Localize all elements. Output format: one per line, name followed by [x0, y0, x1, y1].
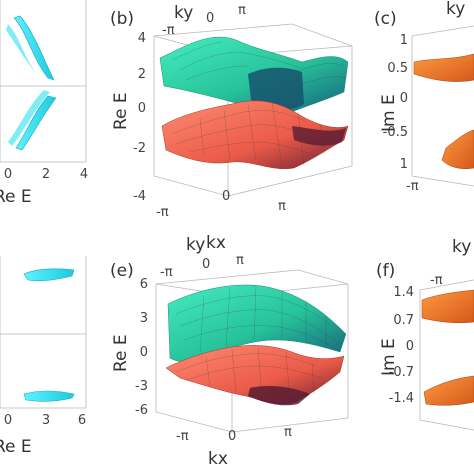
panel-c-box [411, 36, 474, 187]
panel-e-lower-band-dark [248, 386, 310, 406]
panel-d-spectrum-upper [23, 268, 75, 282]
panel-e-ztick-0: 6 [140, 277, 148, 292]
panel-f-lower-band [423, 375, 474, 406]
panel-b: (b) ky -π 0 π [110, 3, 353, 253]
panel-c: (c) ky 1 0.5 0 -0.5 1 Im E -π [374, 0, 474, 194]
panel-f-ztick-3: -0.7 [389, 365, 414, 380]
panel-a-spectrum-upper [13, 15, 55, 81]
panel-a-spectrum-upper-lobe [6, 24, 46, 84]
panel-c-box-top [411, 25, 474, 37]
panel-d-xlabel: Re E [0, 437, 32, 457]
panel-b-xtick-2: π [278, 199, 286, 214]
panel-b-box-front [153, 36, 353, 197]
panel-f-box-top [419, 279, 474, 291]
panel-d-xtick-2: 6 [78, 413, 86, 428]
panel-c-ztick-3: -0.5 [383, 125, 408, 140]
panel-b-lower-band [161, 100, 349, 170]
panel-a-xtick-2: 4 [80, 167, 88, 182]
panel-e-ylabel: ky [186, 235, 205, 255]
panel-b-ztick-0: 4 [138, 31, 146, 46]
panel-c-ztick-1: 0.5 [387, 61, 408, 76]
panel-e-ztick-1: 3 [140, 311, 148, 326]
panel-e-lower-mesh [175, 347, 323, 403]
panel-f-ztick-0: 1.4 [393, 285, 414, 300]
panel-a-xlabel: Re E [0, 187, 32, 207]
panel-f-box [419, 290, 474, 431]
panel-a-xtick-0: 0 [4, 167, 12, 182]
panel-e-zlabel: Re E [111, 334, 131, 372]
panel-e-lower-band [165, 345, 345, 405]
panel-e-ytick-1: 0 [202, 257, 210, 272]
panel-a-spectrum-lower [15, 95, 57, 151]
panel-b-ztick-2: 0 [138, 101, 146, 116]
panel-f-ylabel: ky [452, 237, 471, 257]
panel-f-zlabel: Im E [379, 338, 399, 376]
panel-a-spectrum-lower-lobe [8, 90, 50, 146]
panel-f-ztick-2: 0 [406, 339, 414, 354]
panel-e-xtick-0: -π [176, 429, 189, 444]
panel-b-ytick-2: π [238, 3, 246, 18]
panel-f-ztick-4: -1.4 [389, 391, 414, 406]
panel-e-xtick-1: 0 [228, 429, 236, 444]
panel-b-upper-mesh [171, 41, 347, 85]
panel-c-ylabel: ky [446, 0, 465, 19]
panel-f: (f) ky -π 1.4 0.7 0 -0.7 -1.4 Im E [376, 237, 474, 431]
panel-c-upper-band [413, 53, 474, 82]
panel-e-upper-mesh [175, 285, 335, 353]
panel-d-xtick-0: 0 [4, 413, 12, 428]
panel-e-ytick-0: -π [160, 265, 173, 280]
panel-b-zlabel: Re E [111, 92, 131, 130]
panel-b-xtick-1: 0 [222, 189, 230, 204]
panel-b-lower-band-dark [292, 126, 346, 146]
panel-b-ztick-3: -2 [133, 141, 146, 156]
panel-f-upper-band [421, 289, 474, 324]
panel-f-tag: (f) [376, 261, 395, 281]
panel-b-tag: (b) [110, 9, 134, 29]
panel-c-tag: (c) [374, 9, 397, 29]
panel-e-ytick-2: π [236, 253, 244, 268]
panel-b-ztick-4: -4 [133, 189, 146, 204]
panel-c-lower-band [441, 129, 474, 169]
panel-d-spectrum-lower [23, 390, 75, 402]
panel-e-xlabel: kx [208, 449, 228, 469]
panel-b-ytick-1: 0 [206, 11, 214, 26]
panel-c-ztick-2: 0 [400, 91, 408, 106]
panel-e-xtick-2: π [284, 425, 292, 440]
panel-c-ztick-4: 1 [400, 157, 408, 172]
panel-b-ztick-1: 2 [138, 67, 146, 82]
panel-e-tag: (e) [110, 261, 134, 281]
panel-a-xtick-1: 2 [42, 167, 50, 182]
panel-b-box-back [153, 23, 353, 166]
panel-a: 0 2 4 Re E [0, 0, 88, 207]
panel-e-ztick-4: -6 [135, 403, 148, 418]
panel-c-zlabel: Im E [379, 94, 399, 132]
panel-c-xtick-0: -π [406, 179, 419, 194]
panel-e-box-front [155, 284, 349, 433]
panel-b-ytick-0: -π [162, 23, 175, 38]
panel-b-upper-band-dark [248, 67, 304, 112]
panel-f-xtick-0: -π [430, 273, 443, 288]
panel-d: 0 3 6 Re E [0, 256, 87, 457]
panel-c-ztick-0: 1 [400, 33, 408, 48]
panel-e-ztick-2: 0 [140, 345, 148, 360]
panel-e-ztick-3: -3 [135, 379, 148, 394]
panel-b-xlabel: kx [206, 233, 226, 253]
panel-d-xtick-1: 3 [42, 413, 50, 428]
panel-e: (e) ky -π 0 π [110, 235, 349, 469]
panel-b-ylabel: ky [174, 3, 193, 23]
panel-b-xtick-0: -π [156, 205, 169, 220]
panel-e-box-back [155, 269, 349, 418]
panel-f-ztick-1: 0.7 [393, 313, 414, 328]
